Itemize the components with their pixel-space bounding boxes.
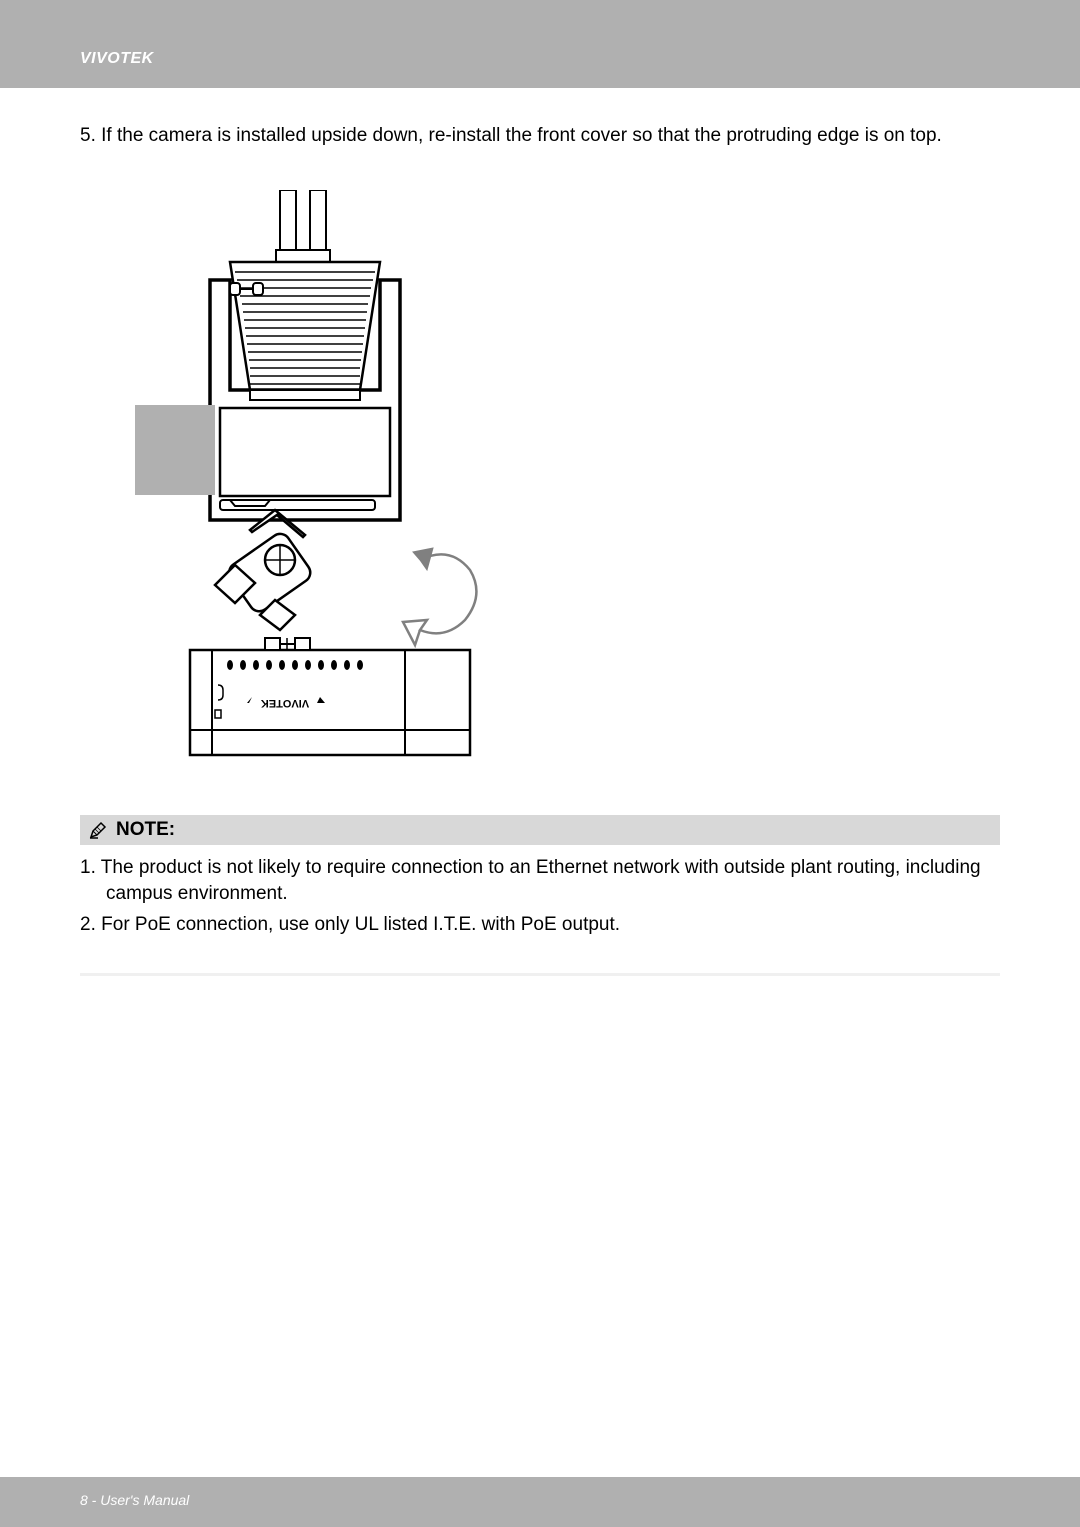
instruction-body: If the camera is installed upside down, … xyxy=(101,125,942,146)
page-footer: 8 - User's Manual xyxy=(0,1477,1080,1527)
note-item: 1. The product is not likely to require … xyxy=(80,855,1000,908)
page-number: 8 xyxy=(80,1492,88,1508)
diagram-svg: VIVOTEK xyxy=(135,190,535,760)
footer-label: User's Manual xyxy=(100,1492,189,1508)
installation-diagram: VIVOTEK xyxy=(135,190,535,760)
note-item-text: For PoE connection, use only UL listed I… xyxy=(101,914,620,935)
content-area: 5. If the camera is installed upside dow… xyxy=(30,88,1050,976)
page-header: VIVOTEK xyxy=(0,0,1080,88)
note-item: 2. For PoE connection, use only UL liste… xyxy=(80,912,1000,939)
note-item-number: 2. xyxy=(80,914,96,935)
note-header: NOTE: xyxy=(80,815,1000,845)
note-item-number: 1. xyxy=(80,857,96,878)
rotation-arrow-icon xyxy=(403,548,476,645)
clamp-screw xyxy=(230,262,380,390)
instruction-number: 5. xyxy=(80,125,96,146)
instruction-paragraph: 5. If the camera is installed upside dow… xyxy=(80,123,1000,150)
note-divider xyxy=(80,973,1000,976)
note-section: NOTE: 1. The product is not likely to re… xyxy=(80,815,1000,977)
footer-text: 8 - User's Manual xyxy=(80,1492,189,1508)
camera-mount xyxy=(215,510,314,630)
note-title: NOTE: xyxy=(116,819,175,841)
note-list: 1. The product is not likely to require … xyxy=(80,855,1000,939)
note-item-text: The product is not likely to require con… xyxy=(101,857,981,905)
footer-separator: - xyxy=(88,1492,100,1508)
diagram-brand-label: VIVOTEK xyxy=(261,697,309,709)
pen-icon xyxy=(88,820,108,840)
brand-name: VIVOTEK xyxy=(80,50,154,67)
